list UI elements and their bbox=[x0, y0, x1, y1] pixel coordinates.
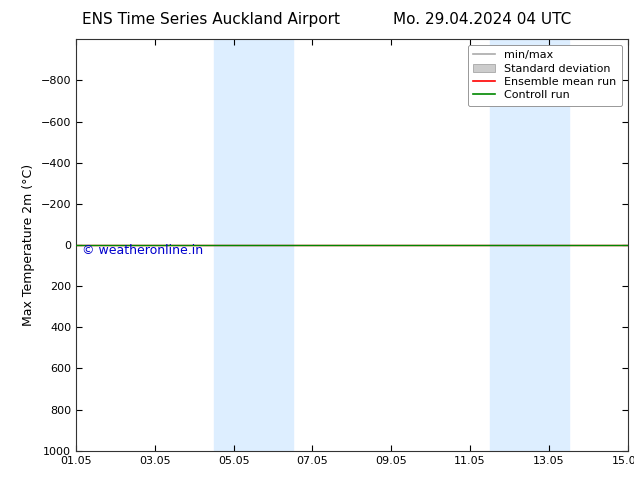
Y-axis label: Max Temperature 2m (°C): Max Temperature 2m (°C) bbox=[22, 164, 35, 326]
Text: ENS Time Series Auckland Airport: ENS Time Series Auckland Airport bbox=[82, 12, 340, 27]
Bar bbox=[489, 39, 569, 451]
Bar bbox=[214, 39, 293, 451]
Text: Mo. 29.04.2024 04 UTC: Mo. 29.04.2024 04 UTC bbox=[393, 12, 571, 27]
Text: © weatheronline.in: © weatheronline.in bbox=[82, 244, 203, 257]
Legend: min/max, Standard deviation, Ensemble mean run, Controll run: min/max, Standard deviation, Ensemble me… bbox=[468, 45, 622, 106]
